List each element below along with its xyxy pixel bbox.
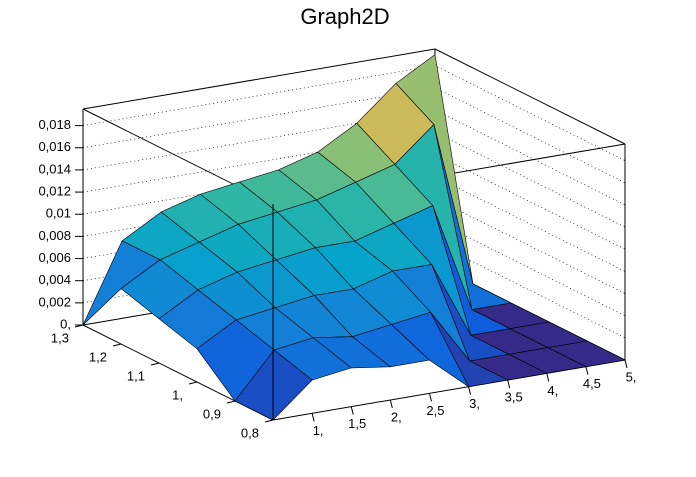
x-tick-label: 4, [547, 383, 558, 398]
x-tick [389, 399, 393, 409]
x-tick-label: 2, [391, 409, 402, 424]
x-tick [507, 379, 511, 389]
surface-cell [234, 349, 313, 421]
y-tick-label: 0,8 [241, 425, 259, 440]
z-tick-label: 0,016 [38, 139, 71, 154]
y-tick [112, 343, 122, 347]
box-edge [434, 48, 626, 145]
x-tick-label: 2,5 [426, 403, 444, 418]
x-tick-label: 1,5 [348, 416, 366, 431]
y-tick-label: 1,3 [51, 330, 69, 345]
x-tick [468, 386, 472, 395]
x-tick [624, 359, 628, 369]
x-tick-label: 1, [313, 423, 324, 438]
z-tick-label: 0,006 [38, 250, 71, 265]
chart-title: Graph2D [300, 4, 389, 29]
z-tick-label: 0,012 [38, 184, 71, 199]
y-tick [150, 362, 160, 366]
z-tick-label: 0,008 [38, 228, 71, 243]
x-tick-label: 5, [626, 369, 637, 384]
x-tick [428, 393, 432, 402]
z-tick-label: 0,01 [46, 206, 71, 221]
x-tick [546, 373, 550, 382]
y-tick-label: 1, [172, 387, 183, 402]
z-tick-label: 0, [60, 316, 71, 331]
z-tick-label: 0,018 [38, 117, 71, 132]
x-tick [311, 413, 315, 422]
y-tick-label: 1,2 [89, 349, 107, 364]
y-tick-label: 1,1 [127, 368, 145, 383]
x-tick [585, 366, 589, 375]
z-tick-label: 0,014 [38, 161, 71, 176]
z-tick-label: 0,002 [38, 294, 71, 309]
x-tick-label: 4,5 [583, 376, 601, 391]
y-tick [264, 419, 274, 423]
y-tick [226, 400, 236, 404]
x-tick [350, 406, 354, 415]
y-tick [188, 381, 198, 385]
box-edge [82, 48, 436, 110]
x-tick-label: 3, [469, 396, 480, 411]
x-tick-label: 3,5 [505, 389, 523, 404]
y-tick-label: 0,9 [203, 406, 221, 421]
y-tick [74, 324, 84, 328]
z-tick-label: 0,004 [38, 272, 71, 287]
